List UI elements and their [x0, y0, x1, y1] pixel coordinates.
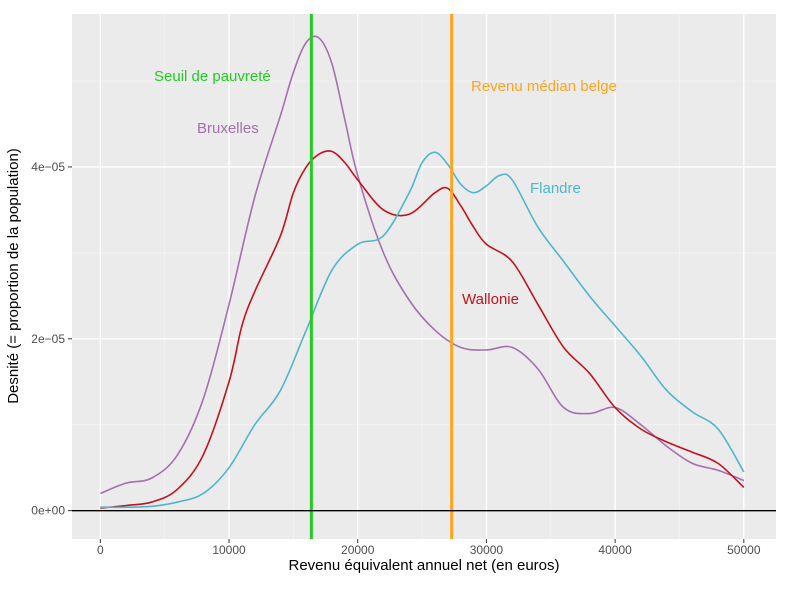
series-line-flandre	[100, 151, 745, 509]
x-tick-label: 30000	[470, 543, 504, 557]
plot-panel	[72, 14, 776, 539]
series-label-bruxelles: Bruxelles	[197, 120, 259, 137]
y-tick-label: 0e+00	[31, 504, 65, 518]
median-income-label: Revenu médian belge	[471, 78, 617, 95]
poverty-threshold-label: Seuil de pauvreté	[154, 68, 271, 85]
x-tick-label: 0	[97, 543, 104, 557]
x-tick-labels: 0 10000 20000 30000 40000 50000	[97, 543, 761, 557]
x-tick-label: 20000	[341, 543, 375, 557]
series-line-wallonie	[100, 150, 745, 509]
axis-ticks	[68, 166, 745, 543]
reference-lines	[309, 14, 454, 539]
y-tick-label: 4e−05	[31, 160, 65, 174]
x-axis-title: Revenu équivalent annuel net (en euros)	[288, 557, 559, 574]
grid-minor	[72, 14, 776, 539]
series-lines	[100, 35, 745, 509]
series-label-wallonie: Wallonie	[462, 291, 519, 308]
x-tick-label: 50000	[727, 543, 761, 557]
y-tick-labels: 0e+00 2e−05 4e−05	[31, 160, 65, 518]
series-line-bruxelles	[100, 35, 745, 495]
y-axis-title: Desnité (= proportion de la population)	[5, 148, 22, 404]
x-tick-label: 40000	[598, 543, 632, 557]
x-tick-label: 10000	[212, 543, 246, 557]
y-tick-label: 2e−05	[31, 332, 65, 346]
series-label-flandre: Flandre	[530, 180, 581, 197]
